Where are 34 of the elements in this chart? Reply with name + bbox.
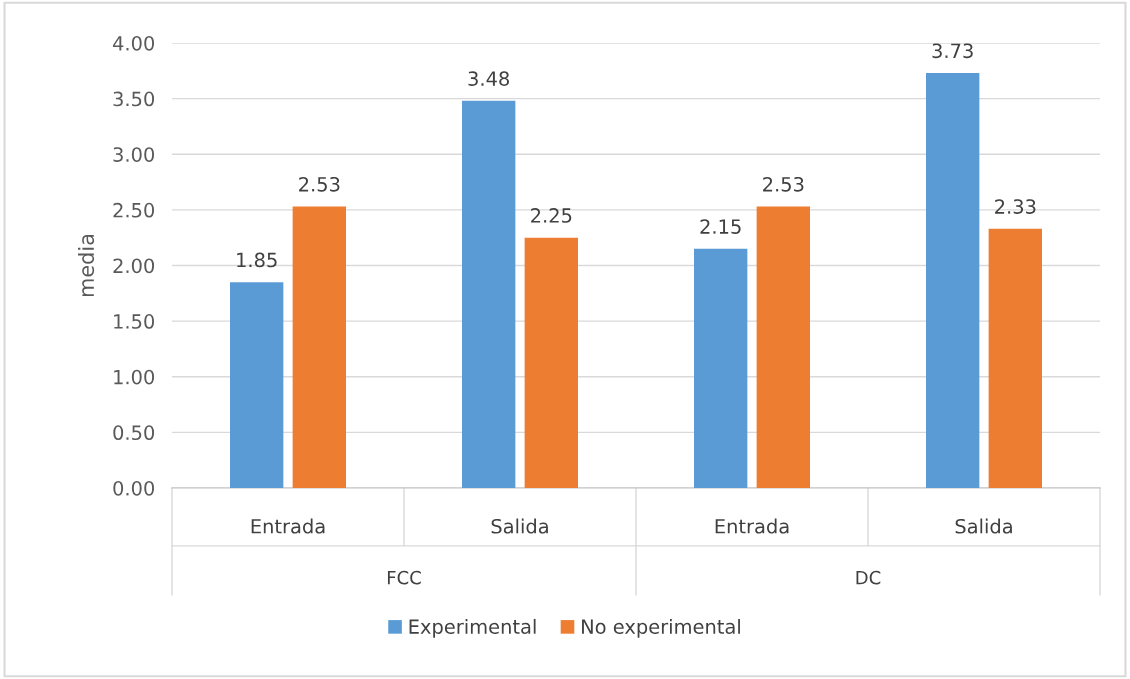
text: DC <box>856 570 881 585</box>
legend-label: Experimental <box>409 618 536 638</box>
legend-label: No experimental <box>582 618 740 638</box>
bar <box>230 282 284 488</box>
y-tick-label: 1.00 <box>114 369 155 385</box>
bar <box>524 237 578 488</box>
data-label: 3.73 <box>932 43 973 59</box>
y-tick-label: 2.50 <box>113 202 155 218</box>
x-tick-label: Salida <box>955 518 1012 534</box>
data-label: 2.25 <box>531 208 572 223</box>
data-label: 2.33 <box>995 199 1036 214</box>
bar <box>292 206 346 488</box>
data-label: 2.15 <box>700 219 741 234</box>
y-tick-label: 1.50 <box>114 314 155 329</box>
bar <box>988 228 1042 488</box>
y-tick-label: 4.00 <box>112 35 155 51</box>
bar <box>462 100 516 488</box>
data-label: 3.48 <box>468 71 509 86</box>
bar <box>926 73 980 488</box>
data-label: 2.53 <box>299 176 340 192</box>
x-tick-label: Entrada <box>715 518 789 534</box>
y-axis-title: media <box>77 234 95 297</box>
data-label: 1.85 <box>237 252 277 268</box>
x-tick-label: Entrada <box>251 518 325 534</box>
y-tick-label: 0.00 <box>113 480 155 496</box>
y-tick-label: 0.50 <box>113 425 155 441</box>
y-tick-label: 3.00 <box>113 147 155 162</box>
data-label: 2.53 <box>763 176 804 192</box>
text: FCC <box>387 570 421 585</box>
bar <box>694 248 748 488</box>
y-tick-label: 2.00 <box>113 258 155 274</box>
y-tick-label: 3.50 <box>113 91 155 107</box>
x-tick-label: Salida <box>491 518 548 534</box>
bar <box>756 206 810 488</box>
